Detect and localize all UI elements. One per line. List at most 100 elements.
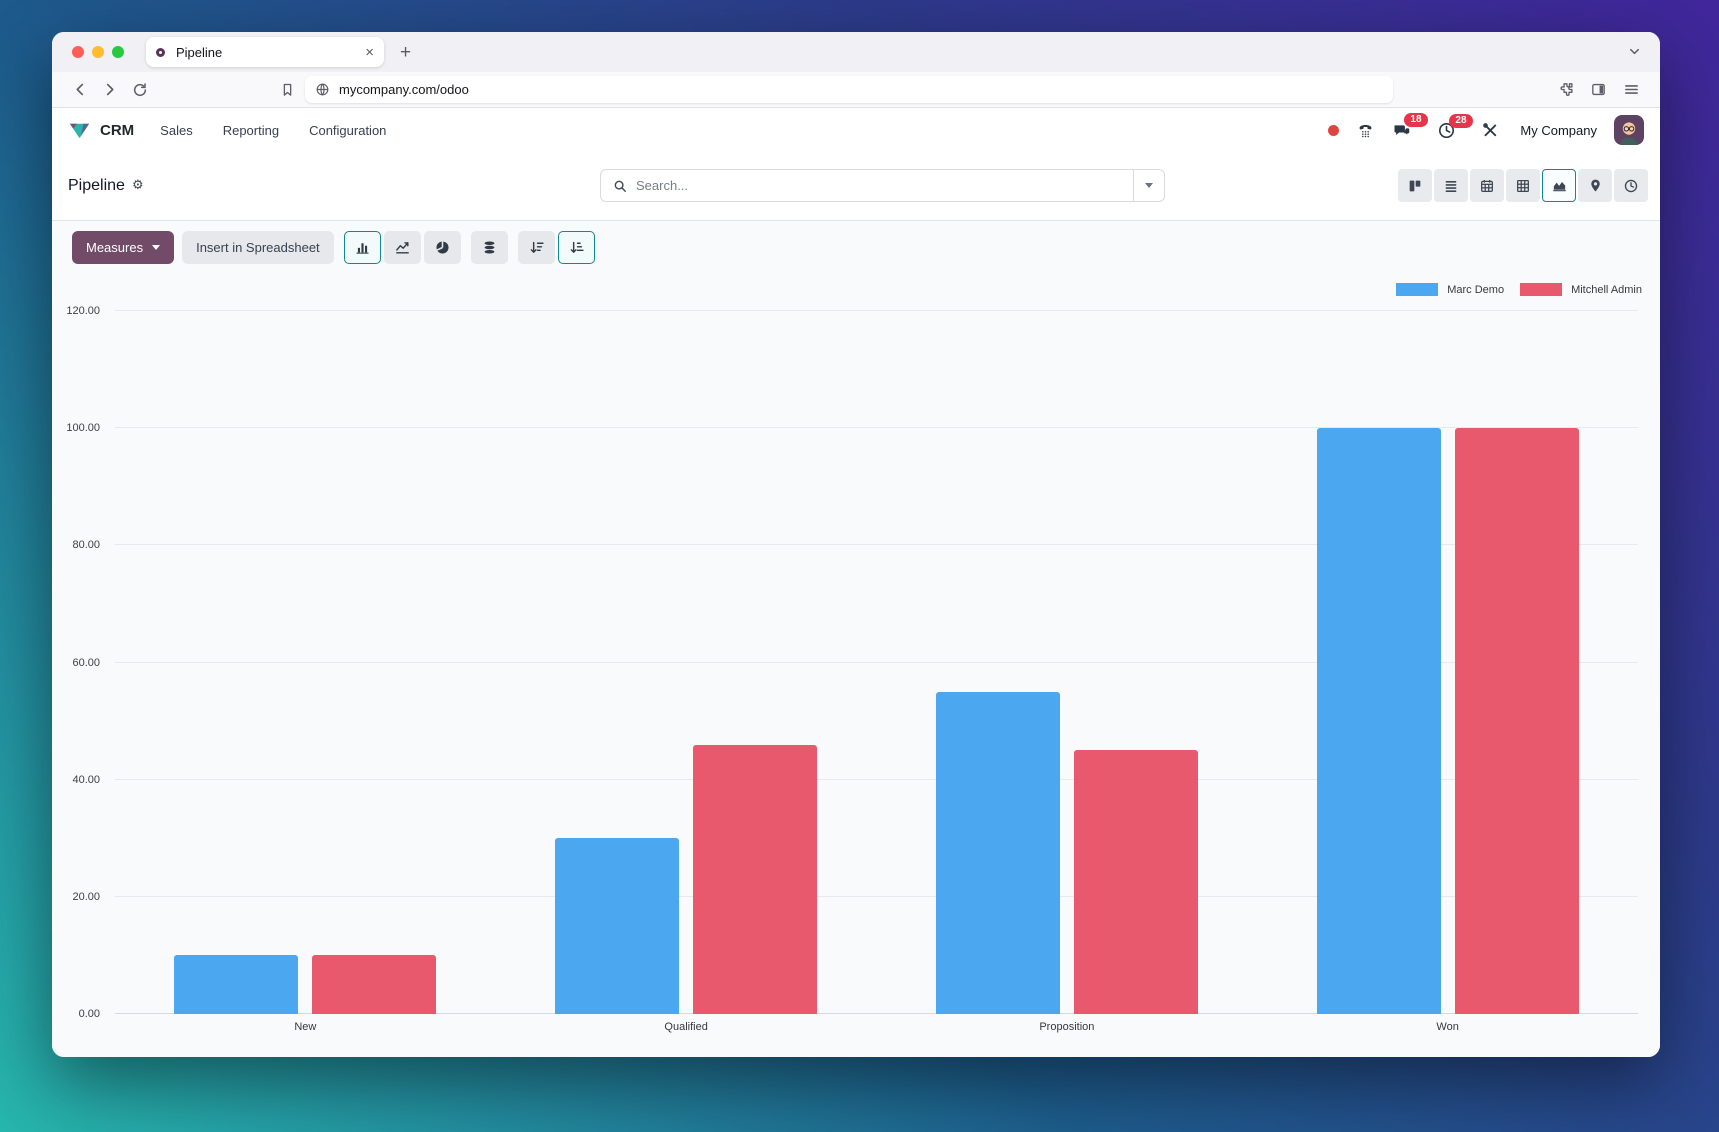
bar-qualified-marc-demo[interactable] [555, 838, 680, 1014]
messages-badge: 18 [1404, 113, 1428, 127]
window-controls [72, 46, 124, 58]
minimize-window-button[interactable] [92, 46, 104, 58]
graph-toolbar: Measures Insert in Spreadsheet [72, 231, 595, 264]
page-title: Pipeline [68, 176, 125, 194]
bar-qualified-mitchell-admin[interactable] [693, 744, 818, 1014]
insert-in-spreadsheet-button[interactable]: Insert in Spreadsheet [182, 231, 334, 264]
search-bar[interactable] [600, 169, 1165, 202]
chevron-down-icon [1145, 183, 1153, 188]
bar-proposition-marc-demo[interactable] [935, 691, 1060, 1014]
x-tick-label: New [294, 1021, 317, 1033]
gridline [115, 427, 1638, 429]
search-options-toggle[interactable] [1133, 170, 1164, 201]
chart-type-group [343, 231, 461, 264]
user-avatar[interactable] [1614, 115, 1644, 145]
legend-label: Marc Demo [1447, 283, 1505, 296]
line-chart-button[interactable] [383, 231, 421, 264]
new-tab-button[interactable] [400, 43, 411, 62]
browser-tab[interactable]: Pipeline [146, 37, 384, 67]
menu-reporting[interactable]: Reporting [222, 122, 280, 138]
tools-icon[interactable] [1481, 121, 1499, 139]
list-view-button[interactable] [1434, 169, 1468, 202]
tab-strip: Pipeline [52, 32, 1660, 72]
pivot-view-button[interactable] [1506, 169, 1540, 202]
y-tick-label: 120.00 [66, 305, 100, 317]
gridline [115, 310, 1638, 311]
graph-view-button[interactable] [1542, 169, 1576, 202]
extensions-icon[interactable] [1557, 81, 1574, 98]
pie-chart-button[interactable] [423, 231, 461, 264]
insert-button-label: Insert in Spreadsheet [196, 240, 320, 255]
y-tick-label: 80.00 [72, 539, 100, 552]
y-tick-label: 40.00 [72, 773, 100, 786]
menu-sales[interactable]: Sales [160, 122, 193, 138]
maximize-window-button[interactable] [112, 46, 124, 58]
gridline [115, 661, 1638, 663]
systray: 18 28 My Company [1328, 113, 1644, 145]
legend-item[interactable]: Mitchell Admin [1520, 283, 1642, 296]
bar-new-marc-demo[interactable] [174, 955, 299, 1014]
company-name[interactable]: My Company [1520, 122, 1597, 138]
sort-descending-button[interactable] [517, 231, 555, 264]
close-window-button[interactable] [72, 46, 84, 58]
bar-won-marc-demo[interactable] [1316, 428, 1441, 1014]
legend-item[interactable]: Marc Demo [1396, 283, 1504, 296]
tab-close-icon[interactable] [365, 45, 374, 60]
bar-chart-button[interactable] [343, 231, 381, 264]
menu-configuration[interactable]: Configuration [309, 122, 387, 138]
legend-label: Mitchell Admin [1571, 283, 1642, 296]
menu-hamburger-icon[interactable] [1623, 81, 1640, 98]
stacked-group [470, 231, 508, 264]
bar-group-won [1257, 311, 1638, 1014]
gridline [115, 1013, 1638, 1014]
site-info-globe-icon[interactable] [315, 82, 330, 97]
measures-button[interactable]: Measures [72, 231, 175, 264]
y-tick-label: 20.00 [72, 890, 100, 903]
tab-favicon [156, 47, 165, 57]
tab-title: Pipeline [176, 44, 223, 60]
gridline [115, 544, 1638, 546]
forward-icon[interactable] [101, 81, 118, 98]
search-input[interactable] [636, 178, 1133, 193]
x-axis-labels: New Qualified Proposition Won [115, 1021, 1638, 1033]
settings-gear-icon[interactable] [132, 178, 144, 193]
y-tick-label: 0.00 [78, 1008, 100, 1020]
stacked-toggle-button[interactable] [470, 231, 508, 264]
bar-won-mitchell-admin[interactable] [1454, 428, 1579, 1014]
sidebar-toggle-icon[interactable] [1590, 81, 1607, 98]
view-switcher [1398, 169, 1648, 202]
voip-phone-icon[interactable] [1356, 121, 1375, 140]
browser-window: Pipeline mycompany.com/odoo [52, 32, 1660, 1057]
address-bar[interactable]: mycompany.com/odoo [305, 76, 1393, 103]
url-text: mycompany.com/odoo [339, 82, 469, 97]
back-icon[interactable] [72, 81, 89, 98]
x-tick-label: Qualified [664, 1021, 708, 1033]
bar-new-mitchell-admin[interactable] [312, 955, 437, 1014]
gridline [115, 778, 1638, 780]
y-tick-label: 60.00 [72, 656, 100, 669]
map-view-button[interactable] [1578, 169, 1612, 202]
legend-swatch [1396, 283, 1439, 296]
bookmark-icon[interactable] [280, 82, 295, 97]
activities-clock-icon[interactable]: 28 [1437, 113, 1473, 140]
search-icon [613, 179, 627, 193]
bar-group-qualified [496, 311, 877, 1014]
reload-icon[interactable] [132, 82, 148, 98]
tab-list-chevron-icon[interactable] [1627, 44, 1642, 59]
app-name[interactable]: CRM [100, 121, 135, 139]
crm-app-logo[interactable] [68, 119, 91, 142]
activity-view-button[interactable] [1614, 169, 1648, 202]
calendar-view-button[interactable] [1470, 169, 1504, 202]
sort-ascending-button[interactable] [557, 231, 595, 264]
gridline [115, 895, 1638, 897]
browser-toolbar: mycompany.com/odoo [52, 72, 1660, 108]
graph-view-content: Measures Insert in Spreadsheet [52, 220, 1660, 1057]
bar-proposition-mitchell-admin[interactable] [1073, 750, 1198, 1014]
kanban-view-button[interactable] [1398, 169, 1432, 202]
presence-status-dot [1328, 124, 1340, 136]
chart-legend: Marc Demo Mitchell Admin [1396, 283, 1642, 296]
messages-icon[interactable]: 18 [1392, 113, 1428, 140]
y-tick-label: 100.00 [66, 422, 100, 435]
legend-swatch [1520, 283, 1563, 296]
x-tick-label: Won [1436, 1021, 1459, 1033]
